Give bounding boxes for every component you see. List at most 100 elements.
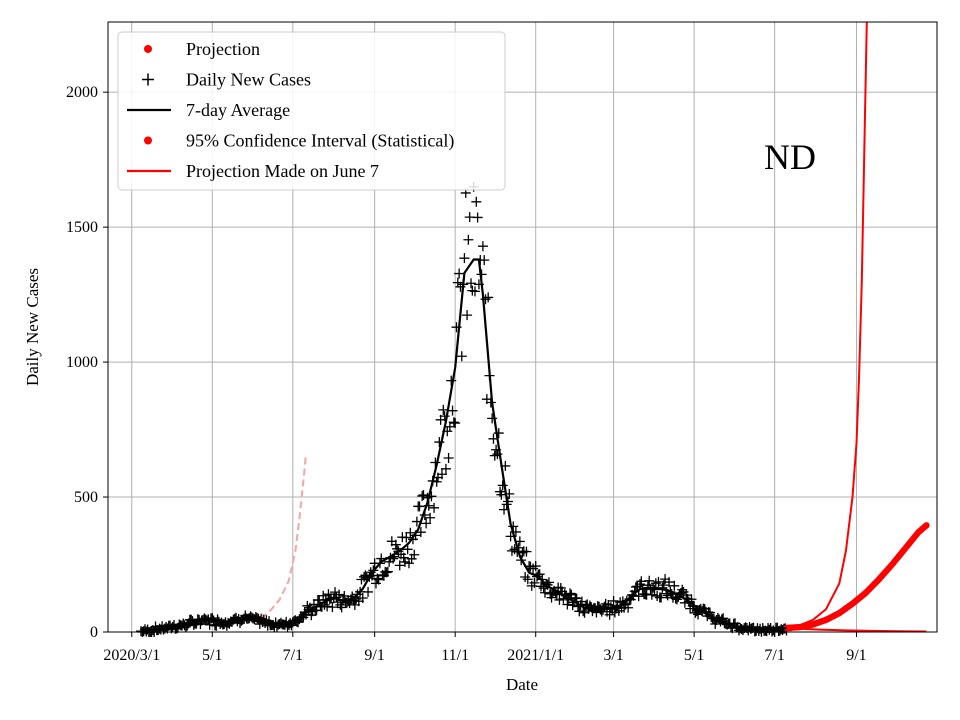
daily-case-marker — [623, 602, 634, 613]
daily-case-marker — [417, 490, 428, 501]
daily-case-marker — [414, 501, 425, 512]
daily-case-marker — [658, 580, 669, 591]
daily-case-marker — [327, 602, 338, 613]
daily-case-marker — [646, 589, 657, 600]
daily-case-marker — [632, 581, 643, 592]
daily-case-marker — [405, 527, 416, 538]
y-tick-label: 1000 — [66, 354, 98, 371]
daily-case-marker — [456, 351, 467, 362]
plot-frame — [107, 21, 938, 633]
legend-label: Daily New Cases — [186, 70, 311, 90]
y-tick-label: 0 — [90, 624, 98, 641]
daily-case-marker — [382, 566, 393, 577]
daily-case-marker — [493, 428, 504, 439]
legend-plus-marker — [142, 73, 154, 86]
daily-case-marker — [409, 549, 420, 560]
x-tick-label: 2020/3/1 — [103, 647, 160, 664]
daily-case-marker — [600, 598, 611, 609]
legend: Projection Daily New Cases 7-day Average 95… — [117, 31, 506, 191]
daily-case-marker — [421, 518, 432, 529]
daily-case-marker — [436, 469, 447, 480]
x-tick-label: 3/1 — [603, 647, 623, 664]
x-tick-label: 5/1 — [684, 647, 704, 664]
daily-case-marker — [450, 418, 461, 429]
daily-case-marker — [403, 558, 414, 569]
x-tick-label: 2021/1/1 — [507, 647, 564, 664]
confidence-interval-line — [786, 627, 927, 633]
seven-day-average-line — [140, 258, 787, 633]
daily-case-marker — [394, 560, 405, 571]
legend-dot-marker — [144, 136, 152, 145]
daily-case-marker — [447, 405, 458, 416]
legend-label: Projection Made on June 7 — [186, 161, 379, 181]
daily-case-marker — [677, 584, 688, 595]
daily-case-marker — [471, 196, 482, 207]
daily-case-marker — [406, 553, 417, 564]
daily-case-marker — [528, 563, 539, 574]
daily-case-marker — [489, 450, 500, 461]
x-tick-label: 5/1 — [202, 647, 222, 664]
legend-label: 95% Confidence Interval (Statistical) — [186, 131, 454, 152]
daily-case-marker — [644, 575, 655, 586]
daily-case-marker — [469, 286, 480, 297]
daily-case-marker — [463, 234, 474, 245]
daily-case-marker — [671, 594, 682, 605]
daily-case-marker — [477, 241, 488, 252]
daily-case-marker — [604, 609, 615, 620]
daily-case-marker — [467, 285, 478, 296]
y-axis-label: Daily New Cases — [23, 268, 42, 386]
x-axis-label: Date — [506, 675, 538, 694]
daily-case-marker — [425, 512, 436, 523]
daily-case-marker — [334, 589, 345, 600]
daily-case-marker — [520, 572, 531, 583]
daily-case-marker — [434, 437, 445, 448]
daily-case-marker — [381, 567, 392, 578]
daily-case-marker — [439, 411, 450, 422]
legend-label: Projection — [186, 39, 260, 59]
legend-box — [117, 31, 506, 191]
daily-case-marker — [530, 561, 541, 572]
daily-case-marker — [448, 417, 459, 428]
x-tick-label: 9/1 — [846, 647, 866, 664]
daily-case-marker — [472, 212, 483, 223]
daily-case-marker — [535, 581, 546, 592]
early-projection-line — [260, 453, 307, 620]
daily-case-marker — [363, 586, 374, 597]
daily-case-marker — [571, 593, 582, 604]
y-axis-ticks: 0 500 1000 1500 2000 — [66, 84, 108, 641]
daily-case-marker — [664, 577, 675, 588]
projection-june7-line — [786, 22, 868, 629]
x-tick-label: 9/1 — [364, 647, 384, 664]
daily-case-marker — [653, 576, 664, 587]
daily-case-marker — [452, 277, 463, 288]
daily-case-marker — [506, 545, 517, 556]
x-tick-label: 7/1 — [283, 647, 303, 664]
x-tick-label: 7/1 — [764, 647, 784, 664]
daily-case-marker — [633, 591, 644, 602]
y-tick-label: 500 — [74, 489, 98, 506]
state-annotation: ND — [764, 137, 816, 177]
daily-case-marker — [454, 268, 465, 279]
series-lines — [140, 22, 930, 633]
daily-case-marker — [440, 463, 451, 474]
daily-case-marker — [318, 590, 329, 601]
daily-case-marker — [466, 278, 477, 289]
daily-case-marker — [462, 310, 473, 321]
x-tick-label: 11/1 — [441, 647, 469, 664]
daily-case-marker — [656, 592, 667, 603]
daily-case-marker — [562, 599, 573, 610]
daily-case-marker — [496, 489, 507, 500]
legend-dot-marker — [144, 45, 152, 53]
daily-case-marker — [650, 578, 661, 589]
y-tick-label: 2000 — [66, 84, 98, 101]
daily-case-marker — [429, 502, 440, 513]
daily-case-marker — [669, 580, 680, 591]
daily-case-marker — [521, 546, 532, 557]
daily-case-marker — [323, 589, 334, 600]
daily-case-marker — [565, 588, 576, 599]
daily-case-marker — [402, 544, 413, 555]
daily-case-marker — [357, 592, 368, 603]
daily-case-marker — [497, 480, 508, 491]
daily-case-marker — [438, 404, 449, 415]
